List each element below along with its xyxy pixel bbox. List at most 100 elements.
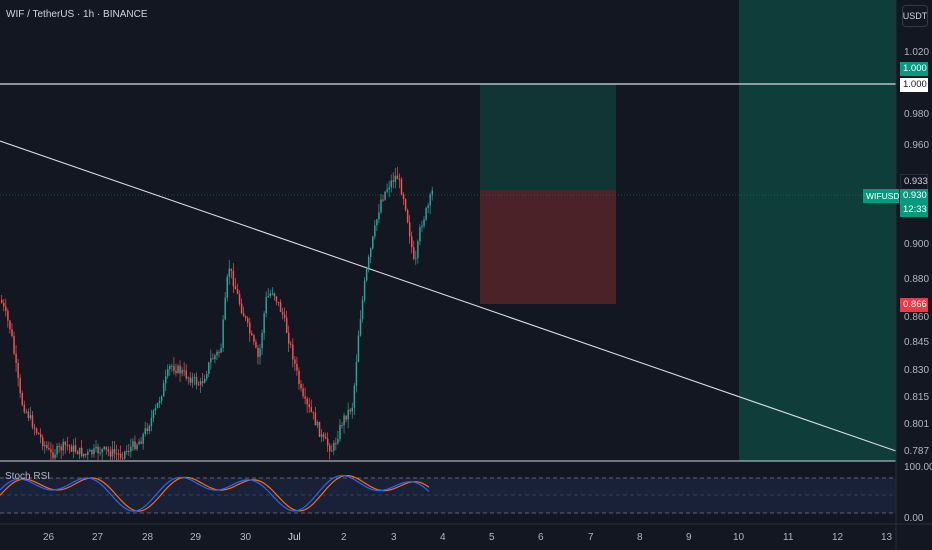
candle-body	[173, 365, 175, 372]
candlestick-series	[1, 166, 433, 460]
time-label: 6	[538, 532, 544, 543]
loss-zone[interactable]	[480, 190, 616, 304]
stop-price-tag: 0.866	[900, 298, 928, 312]
candle-body	[117, 453, 120, 455]
candle-body	[23, 404, 26, 412]
candle-body	[308, 404, 310, 408]
price-tick: 0.787	[904, 446, 930, 457]
candle-body	[187, 377, 190, 379]
candle-body	[97, 446, 99, 454]
candle-body	[288, 332, 290, 344]
candle-body	[296, 363, 298, 371]
candle-body	[208, 362, 210, 374]
candle-body	[93, 448, 95, 455]
candle-body	[185, 370, 187, 379]
candle-body	[253, 335, 255, 342]
candle-body	[384, 191, 386, 200]
candle-body	[103, 446, 105, 449]
candle-body	[44, 445, 46, 447]
candle-body	[271, 293, 274, 295]
candle-body	[382, 199, 384, 201]
candle-body	[128, 451, 130, 453]
candle-body	[306, 398, 308, 405]
candle-body	[39, 434, 42, 438]
candle-body	[193, 377, 196, 379]
candle-body	[216, 351, 218, 356]
candle-body	[19, 378, 21, 394]
price-tick: 0.830	[904, 365, 930, 376]
candle-body	[324, 437, 327, 439]
candle-body	[314, 412, 317, 426]
candle-body	[339, 425, 341, 440]
candle-body	[140, 441, 142, 444]
candle-body	[273, 293, 276, 297]
descending-trendline[interactable]	[0, 140, 897, 452]
profit-zone[interactable]	[480, 84, 616, 190]
long-position-zone[interactable]	[739, 0, 896, 461]
symbol-title[interactable]: WIF / TetherUS · 1h · BINANCE	[6, 9, 148, 20]
currency-button[interactable]: USDT	[902, 5, 928, 27]
price-tick: 0.845	[904, 337, 930, 348]
candle-body	[359, 319, 362, 336]
candle-body	[259, 348, 261, 357]
candle-body	[251, 333, 253, 336]
candle-body	[177, 365, 179, 373]
candle-body	[136, 444, 138, 450]
candle-body	[31, 415, 34, 428]
candle-body	[421, 225, 423, 228]
candle-body	[89, 449, 91, 452]
time-label: 29	[190, 532, 202, 543]
candle-body	[255, 341, 257, 348]
candle-body	[201, 381, 204, 383]
time-label: 30	[240, 532, 252, 543]
candle-body	[337, 439, 339, 444]
candle-body	[431, 190, 433, 195]
candle-body	[206, 373, 208, 379]
candle-body	[376, 219, 378, 226]
candle-body	[70, 446, 73, 452]
candle-body	[181, 370, 183, 374]
candle-body	[222, 319, 224, 348]
stoch-rsi-label[interactable]: Stoch RSI	[5, 471, 51, 482]
candle-body	[5, 306, 7, 312]
candle-body	[56, 446, 58, 455]
candle-body	[126, 451, 128, 453]
candle-body	[298, 370, 300, 385]
candle-body	[27, 411, 30, 419]
candle-body	[406, 209, 409, 223]
candle-body	[74, 445, 77, 452]
candle-body	[398, 179, 401, 181]
time-label: 13	[881, 532, 893, 543]
candle-body	[355, 361, 358, 386]
candle-body	[144, 428, 146, 434]
rsi-tick: 100.00	[904, 462, 932, 473]
candle-body	[390, 180, 392, 188]
candle-body	[380, 199, 382, 213]
candle-body	[101, 448, 103, 453]
candle-body	[78, 447, 81, 455]
time-label: 5	[489, 532, 495, 543]
candle-body	[224, 297, 226, 320]
candle-body	[121, 457, 124, 459]
candle-body	[3, 302, 5, 307]
candle-body	[394, 175, 397, 182]
candle-body	[109, 451, 112, 457]
candle-body	[242, 313, 245, 317]
candle-body	[413, 247, 415, 259]
candle-body	[11, 329, 13, 337]
candle-body	[68, 445, 71, 447]
candle-body	[115, 453, 118, 455]
candle-body	[304, 396, 306, 399]
candle-body	[132, 441, 134, 447]
candle-body	[285, 317, 288, 333]
candle-body	[402, 194, 405, 200]
price-tick: 0.880	[904, 274, 930, 285]
candle-body	[335, 442, 337, 444]
candle-body	[76, 451, 79, 455]
candle-body	[427, 205, 429, 208]
candle-body	[310, 407, 313, 412]
time-label: 9	[686, 532, 692, 543]
candle-body	[54, 454, 56, 459]
candle-countdown: 12:33	[900, 203, 928, 217]
